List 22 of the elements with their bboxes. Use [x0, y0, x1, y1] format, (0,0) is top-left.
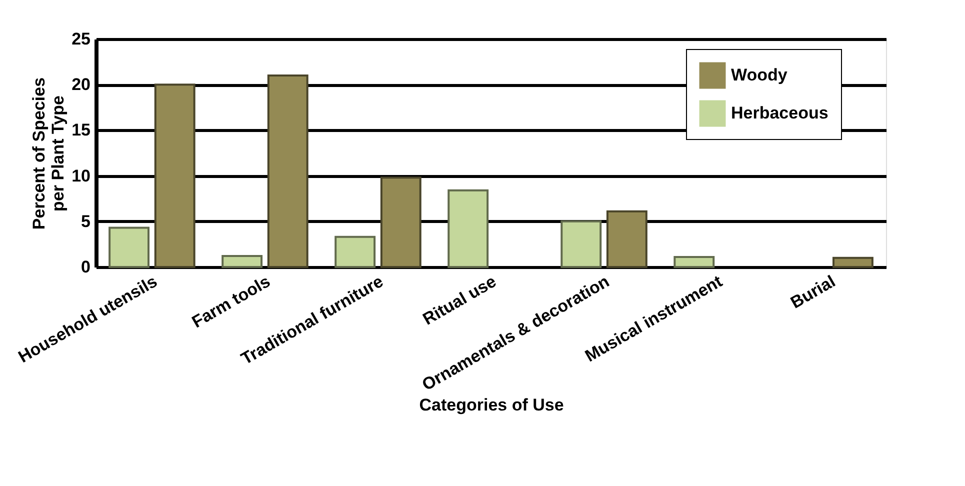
- bar: [334, 236, 376, 268]
- bar: [267, 74, 308, 268]
- y-tick-label: 25: [72, 30, 90, 48]
- x-axis-title: Categories of Use: [419, 396, 564, 415]
- bar: [606, 210, 648, 268]
- y-tick-label: 10: [72, 166, 90, 186]
- y-tick-label: 0: [81, 258, 90, 276]
- y-tick-label: 5: [81, 212, 90, 231]
- bar: [154, 84, 196, 268]
- bar: [832, 256, 874, 268]
- y-axis-title: Percent of Species per Plant Type: [30, 77, 68, 230]
- legend-label: Herbaceous: [731, 104, 828, 122]
- y-tick-label: 20: [72, 75, 90, 94]
- bar: [380, 176, 422, 268]
- x-tick-label: Farm tools: [188, 272, 274, 332]
- bar: [674, 256, 715, 268]
- bar: [448, 189, 489, 268]
- bar: [108, 226, 150, 268]
- y-tick-label: 15: [72, 120, 90, 140]
- bar: [222, 255, 263, 268]
- legend-label: Woody: [731, 66, 788, 84]
- bar: [560, 220, 602, 268]
